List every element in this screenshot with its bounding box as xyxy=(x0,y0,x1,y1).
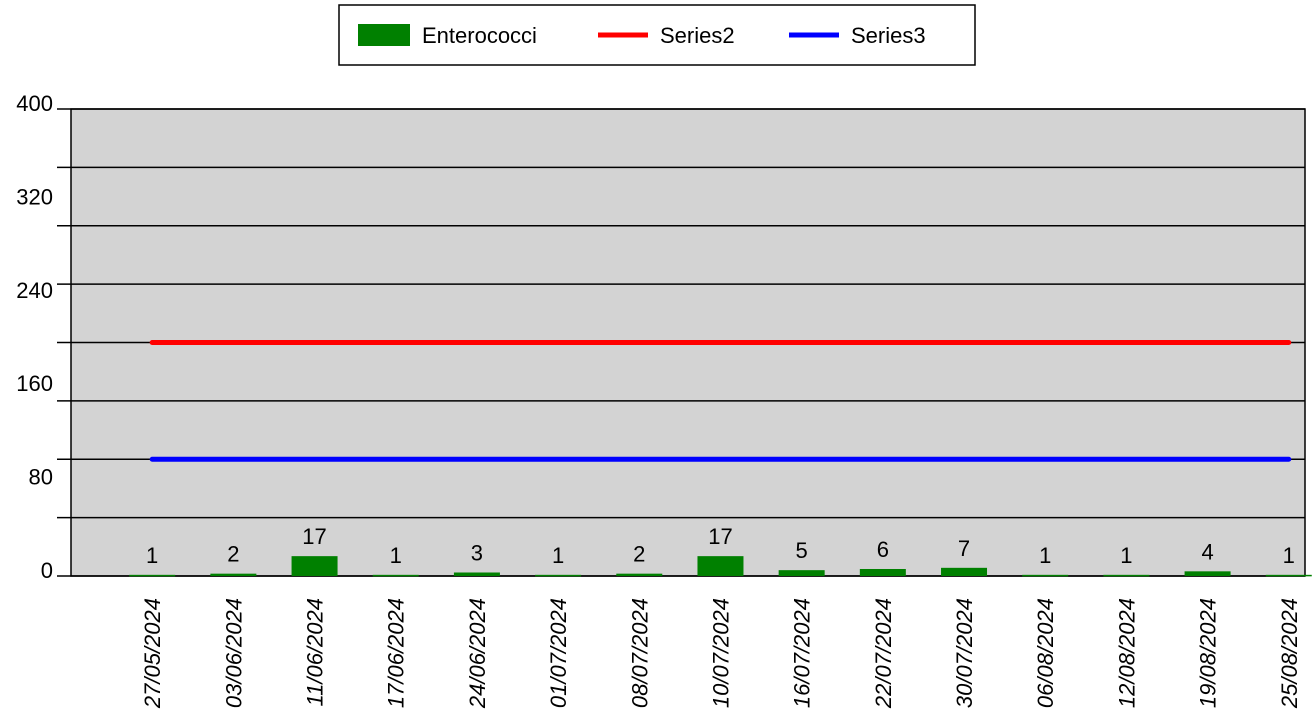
data-label: 2 xyxy=(227,542,239,567)
y-tick-label: 320 xyxy=(16,184,53,209)
bar xyxy=(1265,574,1312,577)
bar xyxy=(535,574,582,577)
bar xyxy=(1022,574,1069,577)
data-label: 1 xyxy=(1039,543,1051,568)
x-tick-label: 10/07/2024 xyxy=(708,598,733,708)
data-label: 6 xyxy=(877,537,889,562)
y-tick-label: 160 xyxy=(16,371,53,396)
x-tick-label: 06/08/2024 xyxy=(1033,598,1058,708)
bar xyxy=(941,567,988,576)
bar xyxy=(859,568,906,576)
x-tick-label: 16/07/2024 xyxy=(790,598,815,708)
data-label: 5 xyxy=(796,538,808,563)
x-tick-label: 30/07/2024 xyxy=(952,598,977,708)
data-label: 17 xyxy=(302,524,326,549)
x-tick-label: 03/06/2024 xyxy=(221,598,246,708)
bar xyxy=(291,556,338,576)
bar xyxy=(372,574,419,577)
data-label: 1 xyxy=(552,543,564,568)
x-tick-label: 08/07/2024 xyxy=(627,598,652,708)
plot-area: 0 80 160 240 320 400 1 2 17 1 3 1 2 17 5 6 7 1 1 4 1 27/05/20… xyxy=(16,91,1312,709)
x-tick-label: 27/05/2024 xyxy=(140,598,165,709)
x-tick-label: 22/07/2024 xyxy=(871,598,896,709)
data-label: 3 xyxy=(471,540,483,565)
y-tick-label: 240 xyxy=(16,278,53,303)
legend-box xyxy=(338,4,976,66)
y-tick-label: 400 xyxy=(16,91,53,116)
data-label: 1 xyxy=(1120,543,1132,568)
bar xyxy=(210,573,257,576)
data-label: 1 xyxy=(1283,543,1295,568)
bar xyxy=(697,556,744,576)
legend-label: Enterococci xyxy=(422,23,537,48)
bar xyxy=(453,572,500,576)
y-tick-label: 80 xyxy=(29,465,53,490)
x-tick-label: 24/06/2024 xyxy=(465,598,490,709)
legend: Enterococci Series2 Series3 xyxy=(338,4,976,66)
bar xyxy=(616,573,663,576)
x-tick-label: 17/06/2024 xyxy=(384,598,409,708)
x-tick-label: 19/08/2024 xyxy=(1196,598,1221,708)
data-label: 17 xyxy=(708,524,732,549)
x-tick-label: 25/08/2024 xyxy=(1277,598,1302,709)
x-tick-label: 11/06/2024 xyxy=(303,598,328,706)
bar xyxy=(129,574,176,577)
data-label: 2 xyxy=(633,542,645,567)
x-tick-label: 12/08/2024 xyxy=(1114,598,1139,708)
data-label: 1 xyxy=(390,543,402,568)
legend-label: Series3 xyxy=(851,23,926,48)
x-tick-label: 01/07/2024 xyxy=(546,598,571,708)
bar xyxy=(778,570,825,576)
data-label: 1 xyxy=(146,543,158,568)
data-label: 7 xyxy=(958,536,970,561)
legend-label: Series2 xyxy=(660,23,735,48)
legend-swatch-enterococci xyxy=(358,24,410,46)
bar xyxy=(1103,574,1150,577)
bar xyxy=(1184,571,1231,576)
y-tick-label: 0 xyxy=(41,558,53,583)
data-label: 4 xyxy=(1201,539,1213,564)
